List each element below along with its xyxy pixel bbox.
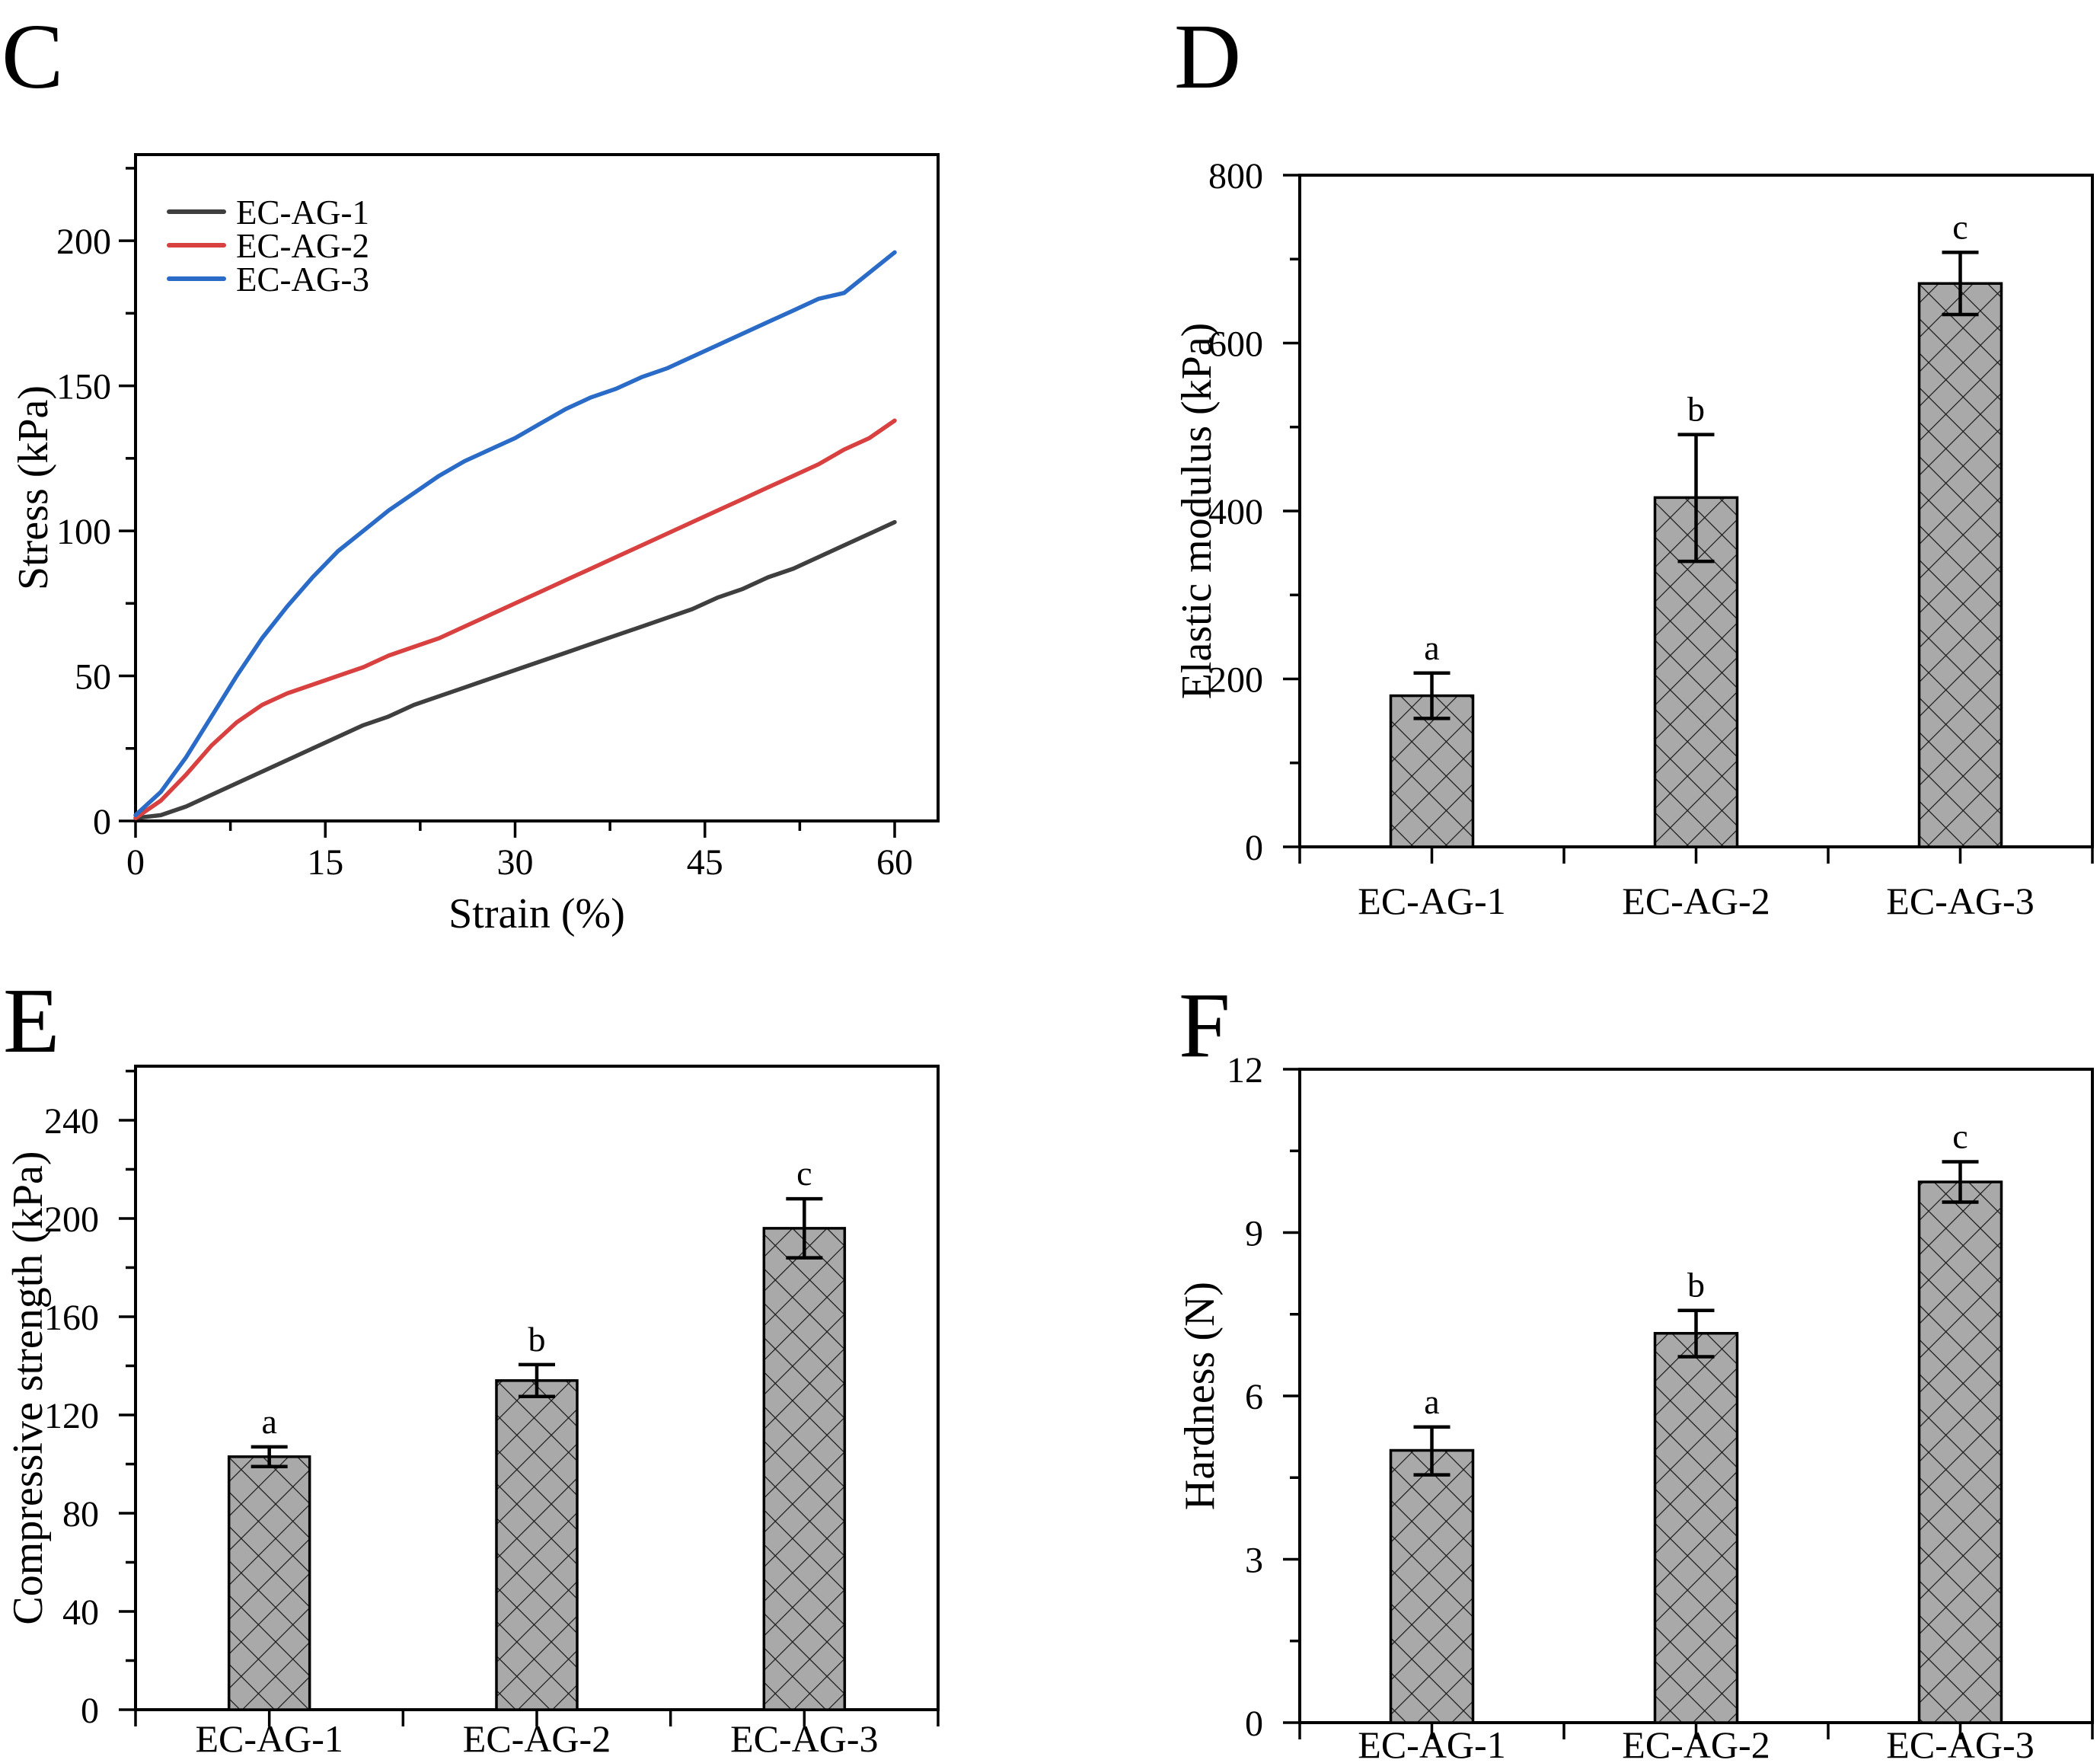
bar-ec-ag-1 <box>227 1455 311 1711</box>
y-axis-title: Compressive strength (kPa) <box>5 1151 52 1624</box>
legend-label: EC-AG-2 <box>236 227 369 265</box>
y-tick-label: 50 <box>75 657 111 698</box>
significance-letter: b <box>1687 390 1705 429</box>
y-tick-label: 100 <box>56 512 111 552</box>
y-tick-label: 6 <box>1245 1377 1263 1417</box>
panel-label-d: D <box>1174 5 1242 108</box>
significance-letter: c <box>1952 207 1968 246</box>
bar-ec-ag-3 <box>762 1227 847 1711</box>
x-tick-label: 30 <box>497 842 534 883</box>
y-tick-label: 0 <box>1245 1704 1263 1744</box>
x-tick-label: 60 <box>876 842 913 883</box>
bar-ec-ag-2 <box>1653 1332 1739 1724</box>
y-tick-label: 400 <box>1208 492 1263 532</box>
significance-letter: b <box>1687 1266 1705 1305</box>
y-tick-label: 200 <box>56 222 111 262</box>
x-tick-label: 0 <box>126 842 145 883</box>
category-label: EC-AG-1 <box>1358 1723 1505 1763</box>
y-tick-label: 240 <box>44 1101 99 1142</box>
category-label: EC-AG-2 <box>1622 1723 1770 1763</box>
bar-ec-ag-2 <box>495 1379 579 1711</box>
y-tick-label: 600 <box>1208 324 1263 365</box>
y-tick-label: 12 <box>1227 1050 1263 1091</box>
panel-label-c: C <box>2 5 64 108</box>
category-label: EC-AG-3 <box>730 1717 878 1760</box>
y-tick-label: 40 <box>62 1592 99 1633</box>
category-label: EC-AG-3 <box>1886 880 2034 922</box>
category-label: EC-AG-1 <box>195 1717 343 1760</box>
panel-label-f: F <box>1179 974 1230 1077</box>
y-axis-title: Stress (kPa) <box>10 385 57 590</box>
x-tick-label: 15 <box>307 842 343 883</box>
panel-label-e: E <box>3 969 60 1072</box>
y-tick-label: 200 <box>1208 660 1263 701</box>
category-label: EC-AG-2 <box>1622 880 1770 922</box>
significance-letter: c <box>796 1154 812 1193</box>
significance-letter: b <box>528 1320 546 1359</box>
x-tick-label: 45 <box>687 842 723 883</box>
y-tick-label: 0 <box>81 1691 99 1731</box>
plot-frame <box>134 153 940 822</box>
bar-ec-ag-1 <box>1389 694 1475 848</box>
elastic-modulus-bar-chart: 0 200 400 600 800 a EC-AG-1 b EC-AG-2 c EC-AG-3 Ela… <box>1173 156 2094 922</box>
significance-letter: a <box>1424 628 1439 667</box>
bar-ec-ag-1 <box>1389 1448 1475 1724</box>
y-tick-label: 3 <box>1245 1541 1263 1581</box>
significance-letter: a <box>1424 1382 1439 1421</box>
y-tick-label: 0 <box>1245 828 1263 868</box>
series-line-ec-ag-3 <box>133 250 897 818</box>
legend-label: EC-AG-3 <box>236 260 369 299</box>
y-tick-label: 160 <box>44 1298 99 1338</box>
category-label: EC-AG-2 <box>463 1717 611 1760</box>
y-tick-label: 800 <box>1208 156 1263 196</box>
legend-label: EC-AG-1 <box>236 193 369 232</box>
bar-ec-ag-3 <box>1917 282 2003 848</box>
y-axis-title: Elastic modulus (kPa) <box>1173 323 1221 700</box>
y-tick-label: 0 <box>93 802 111 842</box>
y-tick-label: 200 <box>44 1199 99 1240</box>
y-tick-label: 150 <box>56 367 111 407</box>
significance-letter: a <box>261 1402 276 1441</box>
y-axis-title: Hardness (N) <box>1176 1282 1224 1510</box>
bar-ec-ag-3 <box>1917 1180 2003 1724</box>
y-tick-label: 120 <box>44 1396 99 1436</box>
x-axis-title: Strain (%) <box>448 890 625 937</box>
series-line-ec-ag-1 <box>133 519 897 820</box>
series-line-ec-ag-2 <box>133 418 897 820</box>
hardness-bar-chart: 0 3 6 9 12 a EC-AG-1 b EC-AG-2 c EC-AG-3 Hardness (… <box>1176 1050 2094 1763</box>
category-label: EC-AG-3 <box>1886 1723 2034 1763</box>
stress-strain-line-chart: 0 50 100 150 200 0 15 30 45 60 Strain (%) Stress (k… <box>10 153 940 937</box>
y-tick-label: 80 <box>62 1494 99 1535</box>
y-tick-label: 9 <box>1245 1214 1263 1254</box>
significance-letter: c <box>1952 1117 1968 1156</box>
compressive-strength-bar-chart: 0 40 80 120 160 200 240 a EC-AG-1 b EC-AG-2 c EC-AG-… <box>5 1065 940 1760</box>
category-label: EC-AG-1 <box>1358 880 1505 922</box>
